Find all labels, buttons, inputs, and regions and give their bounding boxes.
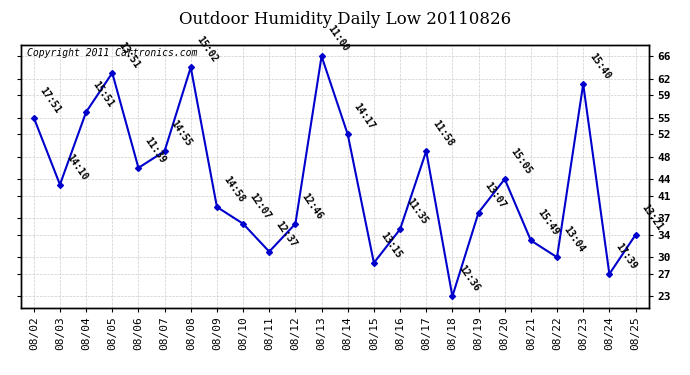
Text: 15:02: 15:02 — [195, 35, 220, 64]
Text: 11:58: 11:58 — [431, 118, 455, 148]
Text: 11:39: 11:39 — [143, 135, 168, 165]
Text: 15:05: 15:05 — [509, 147, 534, 176]
Text: 14:55: 14:55 — [169, 118, 194, 148]
Text: 13:21: 13:21 — [640, 202, 664, 232]
Text: 13:07: 13:07 — [483, 180, 508, 210]
Text: 15:40: 15:40 — [587, 51, 613, 81]
Text: 14:58: 14:58 — [221, 174, 246, 204]
Text: Copyright 2011 Cartronics.com: Copyright 2011 Cartronics.com — [27, 48, 197, 58]
Text: 13:51: 13:51 — [117, 40, 141, 70]
Text: 13:04: 13:04 — [561, 225, 586, 255]
Text: 12:37: 12:37 — [273, 219, 299, 249]
Text: 11:35: 11:35 — [404, 197, 429, 226]
Text: 17:39: 17:39 — [613, 242, 638, 271]
Text: Outdoor Humidity Daily Low 20110826: Outdoor Humidity Daily Low 20110826 — [179, 11, 511, 28]
Text: 12:46: 12:46 — [299, 191, 324, 221]
Text: 17:51: 17:51 — [38, 85, 63, 115]
Text: 12:07: 12:07 — [247, 191, 273, 221]
Text: 14:17: 14:17 — [352, 102, 377, 132]
Text: 15:51: 15:51 — [90, 80, 115, 109]
Text: 12:36: 12:36 — [457, 264, 482, 294]
Text: 15:49: 15:49 — [535, 208, 560, 238]
Text: 11:00: 11:00 — [326, 24, 351, 53]
Text: 13:15: 13:15 — [378, 230, 403, 260]
Text: 14:10: 14:10 — [64, 152, 89, 182]
